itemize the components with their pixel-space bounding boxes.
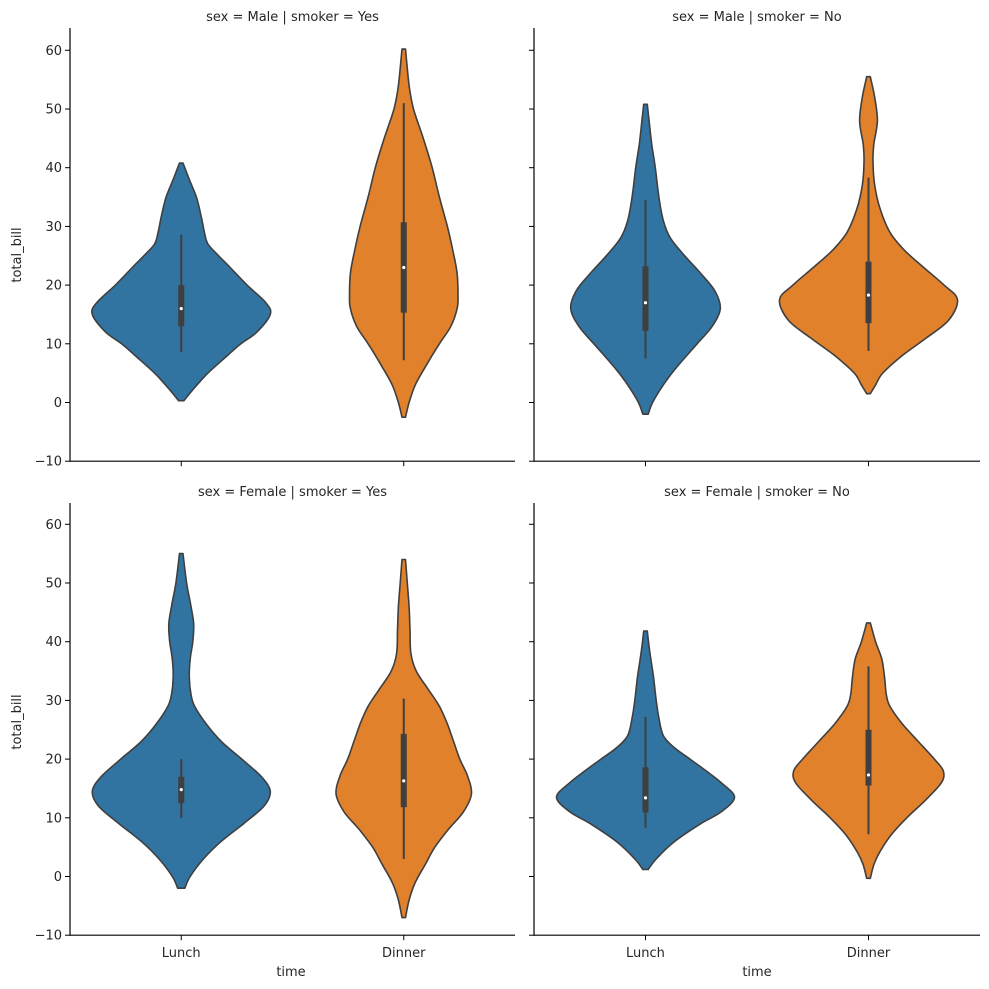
facet-panel-3: sex = Female | smoker = Yes −10 0 10 20 30 40 5…: [35, 485, 515, 961]
facet-title: sex = Male | smoker = No: [672, 10, 842, 25]
violin-lunch: [91, 552, 272, 889]
y-tick-label: 60: [45, 518, 62, 533]
y-tick-label: 50: [45, 577, 62, 592]
facet-panel-4: sex = Female | smoker = No Lunch Dinner: [529, 485, 980, 961]
x-tick-label-dinner: Dinner: [382, 946, 426, 961]
facet-title: sex = Male | smoker = Yes: [206, 10, 379, 25]
y-tick-label: −10: [35, 929, 62, 944]
median-dot: [866, 773, 871, 777]
y-tick-label: 60: [45, 44, 62, 59]
y-tick-label: 20: [45, 279, 62, 294]
x-axis-label-left: time: [276, 965, 305, 980]
median-dot: [402, 779, 406, 783]
y-tick-label: 10: [45, 337, 62, 352]
facet-title: sex = Female | smoker = Yes: [198, 485, 387, 500]
facet-title: sex = Female | smoker = No: [664, 485, 850, 500]
y-tick-label: 40: [45, 635, 62, 650]
iqr-box: [178, 285, 185, 327]
y-tick-label: 10: [45, 811, 62, 826]
x-axis-label-right: time: [742, 965, 771, 980]
iqr-box: [642, 767, 649, 813]
x-tick-label-lunch: Lunch: [626, 946, 665, 961]
facet-panel-1: sex = Male | smoker = Yes −10 0 10 20 30 40 50 6…: [35, 10, 515, 470]
median-dot: [643, 301, 648, 305]
y-tick-label: 20: [45, 753, 62, 768]
y-tick-label: 30: [45, 220, 62, 235]
median-dot: [866, 293, 871, 297]
iqr-box: [865, 261, 872, 324]
y-tick-label: 30: [45, 694, 62, 709]
y-tick-label: 50: [45, 103, 62, 118]
median-dot: [402, 265, 406, 270]
median-dot: [179, 788, 183, 792]
y-axis-label-top: total_bill: [10, 227, 25, 282]
y-axis-label-bottom: total_bill: [10, 694, 25, 749]
x-tick-label-lunch: Lunch: [162, 946, 201, 961]
y-tick-label: −10: [35, 455, 62, 470]
iqr-box: [400, 733, 407, 808]
iqr-box: [642, 266, 649, 331]
median-dot: [643, 796, 648, 800]
y-tick-label: 0: [54, 396, 62, 411]
x-tick-label-dinner: Dinner: [847, 946, 891, 961]
y-tick-label: 40: [45, 161, 62, 176]
facet-panel-2: sex = Male | smoker = No: [529, 10, 980, 467]
y-tick-label: 0: [54, 870, 62, 885]
iqr-box: [865, 729, 872, 786]
median-dot: [179, 306, 183, 311]
